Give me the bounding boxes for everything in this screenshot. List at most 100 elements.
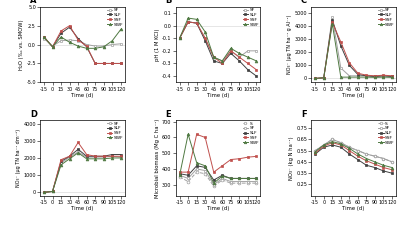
SLF [254,177,259,180]
SLF [237,60,242,62]
X-axis label: Time (d): Time (d) [207,93,229,98]
SWF [211,56,216,58]
SF [347,74,352,77]
SF [330,16,335,18]
SWF [118,28,123,31]
SSF [228,158,233,161]
SF [67,156,72,158]
S [356,149,360,152]
SWF [67,158,72,160]
SF [313,149,318,152]
SSF [372,163,377,166]
SSF [59,158,64,161]
SF [76,151,80,153]
SLF [313,77,318,80]
SLF [246,68,250,71]
SLF [110,62,115,65]
SF [237,56,242,58]
SSF [84,45,89,47]
Legend: SF, SLF, SSF, SWF: SF, SLF, SSF, SWF [107,121,124,140]
SLF [338,45,343,47]
Legend: S, SF, SLF, SSF, SWF: S, SF, SLF, SSF, SWF [378,121,395,145]
Line: SSF: SSF [178,133,258,173]
X-axis label: Time (d): Time (d) [71,206,94,211]
Y-axis label: NO₃⁻ (μg TN ha⁻¹ dm⁻³): NO₃⁻ (μg TN ha⁻¹ dm⁻³) [16,129,21,187]
SWF [67,41,72,44]
SWF [347,147,352,150]
SSF [356,155,360,157]
Line: SF: SF [178,20,258,62]
SSF [313,151,318,154]
Line: SF: SF [314,16,394,80]
SSF [59,30,64,32]
SLF [211,60,216,62]
SSF [67,24,72,27]
SF [93,156,98,158]
SSF [347,61,352,64]
SSF [67,155,72,157]
Line: SWF: SWF [314,22,394,80]
X-axis label: Time (d): Time (d) [342,206,365,211]
SSF [203,37,208,40]
SWF [110,157,115,159]
SSF [321,76,326,79]
SLF [347,153,352,155]
SF [356,74,360,77]
SWF [211,182,216,184]
S [203,172,208,175]
SSF [50,45,55,48]
SWF [101,45,106,48]
Line: SF: SF [42,37,122,47]
S [194,171,199,173]
SF [237,180,242,183]
SLF [110,153,115,156]
SF [110,43,115,46]
SSF [186,171,190,173]
SF [220,177,225,180]
SSF [76,39,80,41]
SLF [101,155,106,157]
SWF [59,36,64,38]
SLF [246,177,250,180]
SF [194,168,199,170]
SLF [372,166,377,169]
S [364,153,369,155]
SSF [356,72,360,74]
SSF [93,62,98,65]
SF [321,144,326,146]
SWF [381,76,386,79]
Text: B: B [166,0,172,5]
S [330,138,335,141]
SWF [237,52,242,55]
SWF [347,76,352,79]
SWF [390,76,394,79]
Text: C: C [301,0,307,5]
SF [118,43,123,45]
SF [254,180,259,183]
SLF [194,22,199,25]
SSF [76,141,80,144]
SSF [321,145,326,147]
SF [84,43,89,46]
SLF [313,153,318,155]
S [237,182,242,184]
SWF [50,190,55,193]
SF [177,174,182,177]
SWF [50,45,55,48]
Text: D: D [30,110,37,119]
SLF [228,52,233,55]
SWF [330,22,335,25]
Text: E: E [166,110,171,119]
S [313,149,318,152]
SF [110,155,115,157]
Line: SSF: SSF [42,141,122,194]
SF [338,67,343,69]
SF [228,180,233,183]
SLF [203,39,208,42]
Line: SSF: SSF [314,21,394,80]
S [211,185,216,188]
SWF [254,177,259,180]
SLF [228,177,233,180]
Legend: SF, SLF, SSF, SWF: SF, SLF, SSF, SWF [378,8,395,27]
SWF [321,144,326,146]
